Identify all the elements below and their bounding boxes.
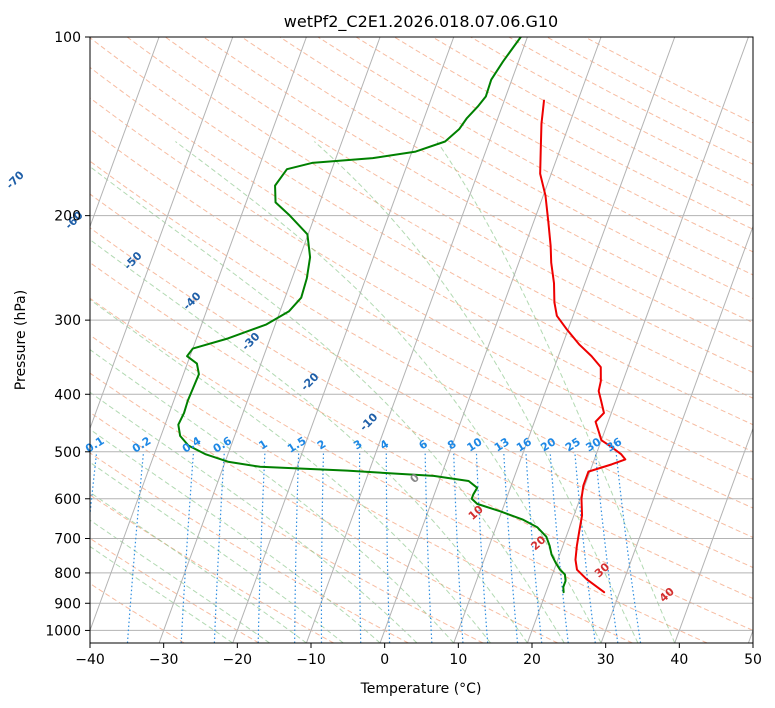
dry-adiabat	[90, 66, 753, 453]
x-tick-label: −30	[149, 652, 179, 668]
x-tick-label: 20	[523, 652, 541, 668]
isotherm-line	[90, 37, 160, 228]
mixing-ratio-line	[549, 451, 569, 643]
dry-adiabat	[90, 128, 753, 509]
x-tick-label: 0	[380, 652, 389, 668]
x-tick-label: 30	[597, 652, 615, 668]
mixing-ratio-line	[503, 451, 519, 643]
dewpoint-profile	[177, 37, 567, 594]
mixing-ratio-line	[126, 451, 145, 643]
dry-adiabat	[241, 37, 753, 324]
y-tick-label: 300	[54, 313, 81, 329]
axis-ticks: −40 −30 −20 −10 0 10 20 30 40 50 100 200 300 400 500 60…	[45, 30, 762, 668]
y-tick-label: 100	[54, 30, 81, 46]
profile-lines	[177, 37, 627, 594]
isotherm-line	[158, 37, 381, 643]
dry-adiabat	[90, 297, 708, 643]
x-tick-label: −20	[223, 652, 253, 668]
y-axis-label: Pressure (hPa)	[13, 290, 29, 390]
y-tick-label: 400	[54, 387, 81, 403]
y-tick-label: 900	[54, 596, 81, 612]
plot-frame	[89, 36, 754, 644]
background-lines	[90, 37, 753, 643]
y-tick-label: 200	[54, 209, 81, 225]
x-tick-label: 40	[670, 652, 688, 668]
mixing-ratio-line	[615, 451, 642, 643]
y-tick-label: 800	[54, 566, 81, 582]
x-tick-label: 10	[449, 652, 467, 668]
y-tick-label: 1000	[45, 623, 81, 639]
isotherm-line	[90, 37, 234, 430]
mixing-ratio-line	[475, 451, 489, 643]
dry-adiabat	[90, 334, 633, 643]
y-tick-label: 600	[54, 492, 81, 508]
dry-adiabat	[90, 97, 753, 481]
dry-adiabat	[90, 537, 260, 643]
isotherm-line	[90, 37, 307, 632]
mixing-ratio-line	[453, 451, 464, 643]
dry-adiabat	[90, 411, 484, 643]
isotherm-line	[305, 37, 528, 643]
dry-adiabat	[279, 37, 753, 300]
isotherm-line	[453, 37, 676, 643]
dry-adiabat	[90, 372, 558, 643]
isotherm-line	[674, 426, 753, 643]
dry-adiabat	[90, 160, 753, 538]
mixing-ratio-line	[574, 451, 596, 643]
isotherm-line	[232, 37, 455, 643]
isotherm-line	[526, 37, 749, 643]
x-tick-label: 50	[744, 652, 762, 668]
chart-title: wetPf2_C2E1.2026.018.07.06.G10	[284, 12, 558, 32]
y-tick-label: 500	[54, 445, 81, 461]
isotherm-line	[379, 37, 602, 643]
mixing-ratio-line	[213, 451, 225, 643]
isotherm-line	[600, 224, 753, 643]
dry-adiabat	[126, 37, 753, 399]
dry-adiabat	[90, 37, 753, 426]
y-tick-label: 700	[54, 532, 81, 548]
x-axis-label: Temperature (°C)	[360, 681, 482, 697]
mixing-ratio-line	[180, 451, 195, 643]
dry-adiabat	[90, 227, 753, 600]
x-tick-label: −40	[75, 652, 105, 668]
x-tick-label: −10	[296, 652, 326, 668]
mixing-ratio-line	[90, 451, 98, 520]
mixing-ratio-line	[594, 451, 619, 643]
mixing-ratio-line	[525, 451, 543, 643]
dry-adiabat	[90, 261, 753, 631]
temperature-profile	[539, 99, 627, 594]
